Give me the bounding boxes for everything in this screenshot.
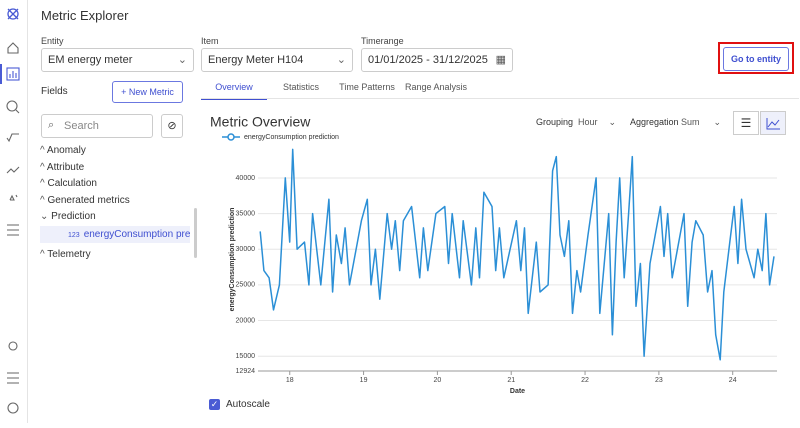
y-tick-label: 25000 [236,282,256,289]
aggregation-label: Aggregation [630,117,679,127]
timerange-label: Timerange [361,36,404,46]
x-axis-label: Date [510,388,525,395]
chart: Metric Overview 12924 15000 20000 25000 3000… [210,114,777,395]
legend-marker [227,133,235,141]
search-placeholder: Search [64,120,99,132]
y-axis-label: energyConsumption prediction [229,208,236,312]
tree-label: Telemetry [47,248,91,260]
tree-node[interactable]: ^ Calculation [40,178,97,189]
y-tick-label: 30000 [236,246,256,253]
grouping-select[interactable]: Hour ⌄ [578,117,616,127]
entity-label: Entity [41,36,64,46]
x-tick-label: 20 [433,377,441,384]
caret: ^ [40,145,47,156]
page-title: Metric Explorer [41,8,129,23]
aggregation-value: Sum [681,117,700,127]
tree-node[interactable]: ^ Anomaly [40,145,86,156]
item-value: Energy Meter H104 [208,54,304,66]
tree-node[interactable]: ^ Generated metrics [40,195,130,206]
tree-label: Attribute [46,161,85,173]
caret: ^ [40,248,48,260]
tree-label: Prediction [51,211,96,222]
search-input[interactable]: ⌕ Search [41,114,153,138]
new-metric-button[interactable]: + New Metric [112,81,183,103]
entity-value: EM energy meter [48,54,133,66]
chart-view-button[interactable] [760,111,786,135]
autoscale-checkbox[interactable]: ✓ [209,399,220,410]
grouping-value: Hour [578,117,598,127]
y-tick-label: 20000 [236,317,256,324]
y-tick-label: 35000 [236,210,256,217]
table-view-button[interactable]: ☰ [733,111,759,135]
tab[interactable]: Overview [201,82,267,100]
sidebar [0,0,28,423]
chart-title: Metric Overview [210,114,311,130]
timerange-input[interactable]: 01/01/2025 - 31/12/2025 ▦ [361,48,513,72]
x-tick-label: 21 [507,377,515,384]
tree-label: Generated metrics [47,194,130,206]
tree-node[interactable]: ⌄ Prediction [40,211,96,222]
tab[interactable]: Range Analysis [405,82,468,92]
item-select[interactable]: Energy Meter H104 ⌄ [201,48,353,72]
caret: ^ [40,161,47,173]
x-tick-label: 23 [655,377,663,384]
x-tick-label: 24 [729,377,737,384]
tree-node[interactable]: ^ Telemetry [40,249,91,260]
tab[interactable]: Statistics [282,82,319,92]
y-tick-label: 12924 [236,368,256,375]
legend-label: energyConsumption prediction [244,134,339,141]
aggregation-select[interactable]: Sum ⌄ [681,117,721,127]
y-tick-label: 15000 [236,353,256,360]
x-tick-label: 18 [286,377,294,384]
tree-label: Anomaly [46,145,86,156]
x-tick-label: 22 [581,377,589,384]
tab[interactable]: Time Patterns [339,82,395,92]
scrollbar [194,208,197,258]
tab-divider [201,98,799,99]
go-to-entity-button[interactable]: Go to entity [723,47,789,71]
leaf-icon: 123 [68,231,80,239]
caret: ^ [40,194,48,206]
grouping-label: Grouping [536,117,574,127]
leaf-label: energyConsumption predi... [83,228,190,240]
caret: ^ [40,178,48,189]
tree-label: Calculation [47,178,97,189]
visibility-toggle[interactable]: ⊘ [161,114,183,138]
series-line [259,148,775,361]
item-label: Item [201,36,219,46]
sidebar-icons [0,8,20,414]
chart-icon [766,118,780,130]
tree-node[interactable]: ^ Attribute [40,162,84,173]
caret: ⌄ [40,211,52,222]
x-tick-label: 19 [360,377,368,384]
autoscale-label: Autoscale [226,399,270,410]
highlight-box [718,42,794,74]
fields-title: Fields [41,86,68,97]
y-tick-label: 40000 [236,175,256,182]
entity-select[interactable]: EM energy meter ⌄ [41,48,194,72]
timerange-value: 01/01/2025 - 31/12/2025 [368,54,488,66]
